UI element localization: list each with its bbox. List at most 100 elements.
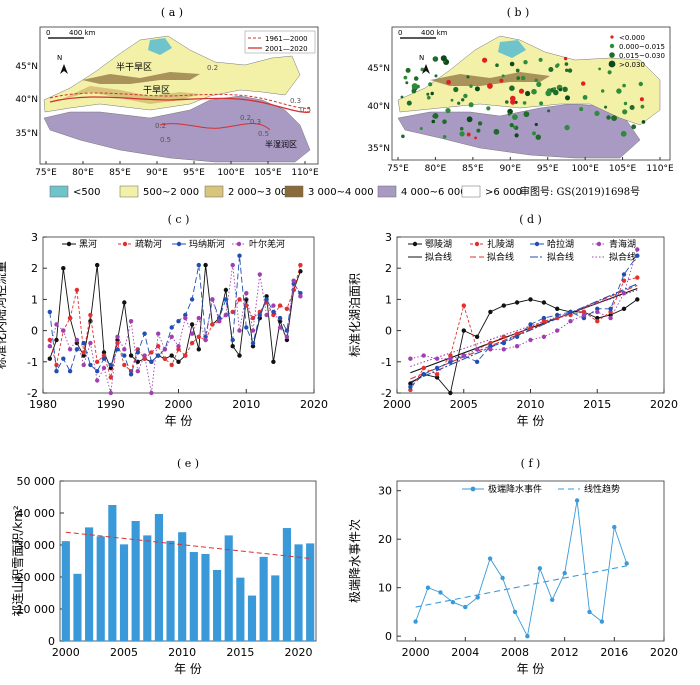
panel-label-d: ( d )	[519, 213, 542, 226]
data-point	[488, 309, 493, 315]
data-point	[230, 262, 235, 268]
data-point	[284, 337, 290, 343]
data-point	[81, 350, 86, 355]
station-dot	[531, 88, 537, 95]
y-tick-label: -1	[27, 356, 38, 369]
station-dot	[482, 57, 488, 63]
data-point	[128, 372, 134, 377]
station-dot	[598, 67, 601, 71]
y-tick-label: 3	[31, 231, 38, 244]
data-point	[47, 337, 52, 343]
data-point	[162, 356, 168, 361]
station-dot	[516, 76, 520, 80]
data-point	[463, 604, 468, 610]
data-point	[115, 334, 120, 339]
station-dot	[493, 128, 500, 135]
station-dot	[631, 124, 637, 130]
station-dot	[629, 105, 635, 110]
trend-line	[65, 531, 311, 559]
station-dot	[432, 113, 439, 119]
elevation-legend-label: 2 000~3 000	[228, 187, 294, 198]
station-dot	[487, 83, 493, 89]
legend-label: 玛纳斯河	[189, 238, 225, 250]
y-tick-label: 10 000	[17, 603, 56, 616]
data-point	[223, 297, 229, 302]
chart-panel-c: ( c ) -2 -1 0 1 2 3 1980 1990 2000 2010 2020 年 份 标准化内…	[0, 213, 328, 428]
map-b-scale-km: 400 km	[421, 29, 448, 37]
map-b-legend-label: 0.000~0.015	[619, 43, 665, 51]
data-point	[284, 334, 290, 339]
station-dot	[468, 102, 474, 108]
data-point	[587, 609, 592, 615]
data-point	[108, 390, 114, 396]
data-point	[501, 303, 506, 308]
bar	[201, 553, 210, 641]
legend-marker	[122, 241, 128, 247]
data-point	[541, 334, 547, 339]
data-point	[488, 347, 493, 352]
series-line	[410, 277, 638, 391]
data-point	[108, 362, 114, 368]
data-point	[448, 356, 453, 361]
station-dot	[446, 79, 451, 85]
y-tick-label: 10	[378, 582, 392, 595]
data-point	[122, 353, 127, 358]
data-point	[635, 297, 640, 302]
data-point	[461, 353, 466, 358]
map-lon-label: 95°E	[183, 168, 205, 178]
x-tick-label: 2016	[600, 646, 628, 659]
legend-label: 拟合线	[547, 251, 574, 263]
data-point	[210, 297, 215, 302]
station-dot	[563, 56, 568, 61]
map-a-contour-label-5: 0.5	[160, 136, 171, 144]
station-dot	[461, 98, 465, 102]
station-dot	[459, 131, 465, 137]
data-point	[612, 524, 617, 530]
map-lon-label: 90°E	[146, 168, 168, 178]
data-point	[257, 272, 262, 277]
map-a-contour-label-3: 0.5	[300, 106, 311, 114]
data-point	[81, 353, 86, 358]
data-point	[196, 347, 201, 352]
map-a-contour-label-8: 0.2	[240, 114, 251, 122]
map-b-mountains	[430, 72, 550, 86]
station-dot	[411, 83, 418, 90]
x-tick-label: 2010	[232, 398, 260, 411]
data-point	[169, 362, 174, 368]
data-point	[196, 334, 201, 339]
data-point	[635, 275, 640, 280]
data-point	[162, 347, 168, 352]
bar	[259, 556, 268, 641]
data-point	[176, 319, 181, 324]
data-point	[189, 297, 195, 302]
station-dot	[466, 116, 473, 123]
fit-line	[410, 284, 638, 380]
data-point	[271, 359, 276, 364]
bar	[96, 536, 105, 641]
legend-label: 线性趋势	[584, 483, 620, 495]
station-dot	[582, 95, 588, 100]
data-point	[230, 344, 235, 349]
bar	[154, 513, 163, 641]
data-point	[574, 498, 580, 503]
data-point	[88, 362, 93, 368]
station-dot	[450, 98, 454, 102]
station-dot	[538, 57, 543, 62]
data-point	[196, 315, 201, 321]
data-point	[434, 356, 440, 361]
x-tick-label: 2000	[383, 398, 411, 411]
station-dot	[601, 89, 605, 93]
data-point	[250, 328, 256, 333]
station-dot	[420, 67, 425, 72]
x-tick-label: 2012	[551, 646, 579, 659]
station-dot	[558, 88, 563, 92]
map-a-scale-km: 400 km	[69, 29, 96, 37]
north-arrow-icon	[60, 64, 68, 74]
legend-swatch	[119, 185, 139, 198]
station-dot	[521, 75, 526, 81]
bar	[108, 505, 117, 641]
legend-marker	[412, 241, 418, 247]
station-dot	[611, 115, 617, 121]
map-a-legend-2001: 2001—2020	[265, 45, 308, 53]
station-dot	[555, 64, 559, 68]
